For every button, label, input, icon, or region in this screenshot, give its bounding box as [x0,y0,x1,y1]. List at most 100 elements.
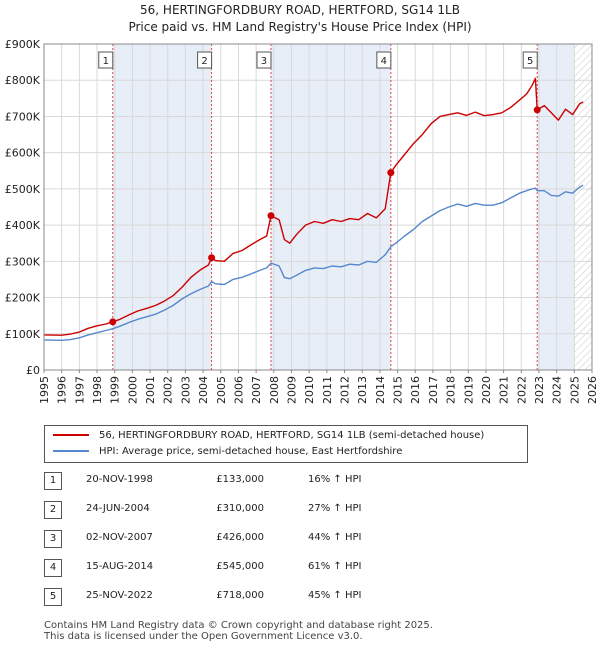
x-tick-label: 2013 [356,376,369,404]
sale-label-box [256,51,272,69]
chart-title-address: 56, HERTINGFORDBURY ROAD, HERTFORD, SG14… [140,3,460,17]
x-tick-label: 1997 [73,376,86,404]
x-tick-label: 2007 [250,376,263,404]
y-tick-label: £600K [5,147,41,160]
legend-item-property: 56, HERTINGFORDBURY ROAD, HERTFORD, SG14… [53,428,484,444]
footer-credits: Contains HM Land Registry data © Crown c… [44,620,433,642]
legend-label-property: 56, HERTINGFORDBURY ROAD, HERTFORD, SG14… [99,430,485,441]
sale-hpi-change: 27% ↑ HPI [308,503,362,514]
sale-number-badge: 4 [44,559,62,577]
sale-point [109,318,117,326]
legend-swatch-property [53,434,89,436]
x-tick-label: 1998 [91,376,104,404]
sale-price: £426,000 [216,532,264,543]
x-tick-label: 2025 [568,376,581,404]
x-tick-label: 2012 [339,376,352,404]
x-tick-label: 2018 [445,376,458,404]
x-tick-label: 2020 [480,376,493,404]
x-tick-label: 2000 [126,376,139,404]
sale-label-number: 2 [201,56,207,67]
x-tick-label: 1996 [56,376,69,404]
table-row: 5 25-NOV-2022 £718,000 45% ↑ HPI [40,586,580,608]
x-tick-label: 1995 [38,376,51,404]
sale-date: 24-JUN-2004 [86,503,150,514]
x-tick-label: 2024 [551,376,564,404]
sale-number-badge: 2 [44,501,62,519]
x-tick-label: 2004 [197,376,210,404]
legend-label-hpi: HPI: Average price, semi-detached house,… [99,446,403,457]
y-tick-label: £800K [5,74,41,87]
y-tick-label: £0 [26,364,40,377]
hpi-line [43,184,584,341]
x-tick-label: 2001 [144,376,157,404]
y-tick-label: £900K [5,38,41,51]
footer-copyright: Contains HM Land Registry data © Crown c… [44,620,433,631]
sale-hpi-change: 61% ↑ HPI [308,561,362,572]
sale-price: £718,000 [216,590,264,601]
sale-hpi-change: 45% ↑ HPI [308,590,362,601]
sale-label-box [197,51,213,69]
legend-item-hpi: HPI: Average price, semi-detached house,… [53,444,402,460]
x-tick-label: 2016 [409,376,422,404]
ownership-shade [537,44,575,370]
chart-legend: 56, HERTINGFORDBURY ROAD, HERTFORD, SG14… [44,425,528,463]
chart-title-subtitle: Price paid vs. HM Land Registry's House … [128,20,472,34]
x-tick-label: 2023 [533,376,546,404]
sale-point [387,169,395,177]
sale-label-box [522,51,538,69]
x-tick-label: 2011 [321,376,334,404]
sale-number-badge: 1 [44,472,62,490]
sale-point [267,212,275,220]
table-row: 1 20-NOV-1998 £133,000 16% ↑ HPI [40,470,580,492]
sale-label-number: 1 [103,56,109,67]
y-tick-label: £700K [5,110,41,123]
x-tick-label: 2026 [586,376,599,404]
x-tick-label: 2003 [179,376,192,404]
sale-price: £133,000 [216,474,264,485]
sale-price: £545,000 [216,561,264,572]
x-tick-label: 2014 [374,376,387,404]
x-tick-label: 2021 [498,376,511,404]
price-chart: 1 2 3 4 5 £0 £100K £200K £300K £400K £500K £600K £70… [5,38,599,404]
footer-licence: This data is licensed under the Open Gov… [44,631,363,642]
table-row: 2 24-JUN-2004 £310,000 27% ↑ HPI [40,499,580,521]
y-tick-label: £200K [5,292,41,305]
table-row: 4 15-AUG-2014 £545,000 61% ↑ HPI [40,557,580,579]
y-tick-label: £500K [5,183,41,196]
x-tick-label: 1999 [109,376,122,404]
sale-hpi-change: 16% ↑ HPI [308,474,362,485]
sale-date: 20-NOV-1998 [86,474,153,485]
sale-label-number: 4 [381,56,387,67]
sale-number-badge: 3 [44,530,62,548]
y-tick-label: £400K [5,219,41,232]
x-tick-label: 2008 [268,376,281,404]
y-tick-label: £300K [5,255,41,268]
sale-price: £310,000 [216,503,264,514]
legend-swatch-hpi [53,450,89,452]
x-tick-label: 2017 [427,376,440,404]
sale-label-box [98,51,114,69]
sale-label-number: 3 [261,56,267,67]
x-tick-label: 2019 [462,376,475,404]
table-row: 3 02-NOV-2007 £426,000 44% ↑ HPI [40,528,580,550]
sale-date: 25-NOV-2022 [86,590,153,601]
ownership-shade [112,44,212,370]
y-tick-label: £100K [5,328,41,341]
sale-label-box [376,51,392,69]
x-tick-label: 2022 [515,376,528,404]
x-tick-label: 2005 [215,376,228,404]
sale-date: 15-AUG-2014 [86,561,154,572]
sale-point [208,254,216,262]
x-tick-label: 2009 [285,376,298,404]
sale-point [533,106,541,114]
sale-date: 02-NOV-2007 [86,532,153,543]
x-tick-label: 2010 [303,376,316,404]
sale-number-badge: 5 [44,588,62,606]
sale-hpi-change: 44% ↑ HPI [308,532,362,543]
x-tick-label: 2015 [392,376,405,404]
plot-frame [43,43,593,371]
x-tick-label: 2006 [232,376,245,404]
ownership-shade [270,44,391,370]
property-price-line [43,77,584,336]
sale-label-number: 5 [527,56,533,67]
